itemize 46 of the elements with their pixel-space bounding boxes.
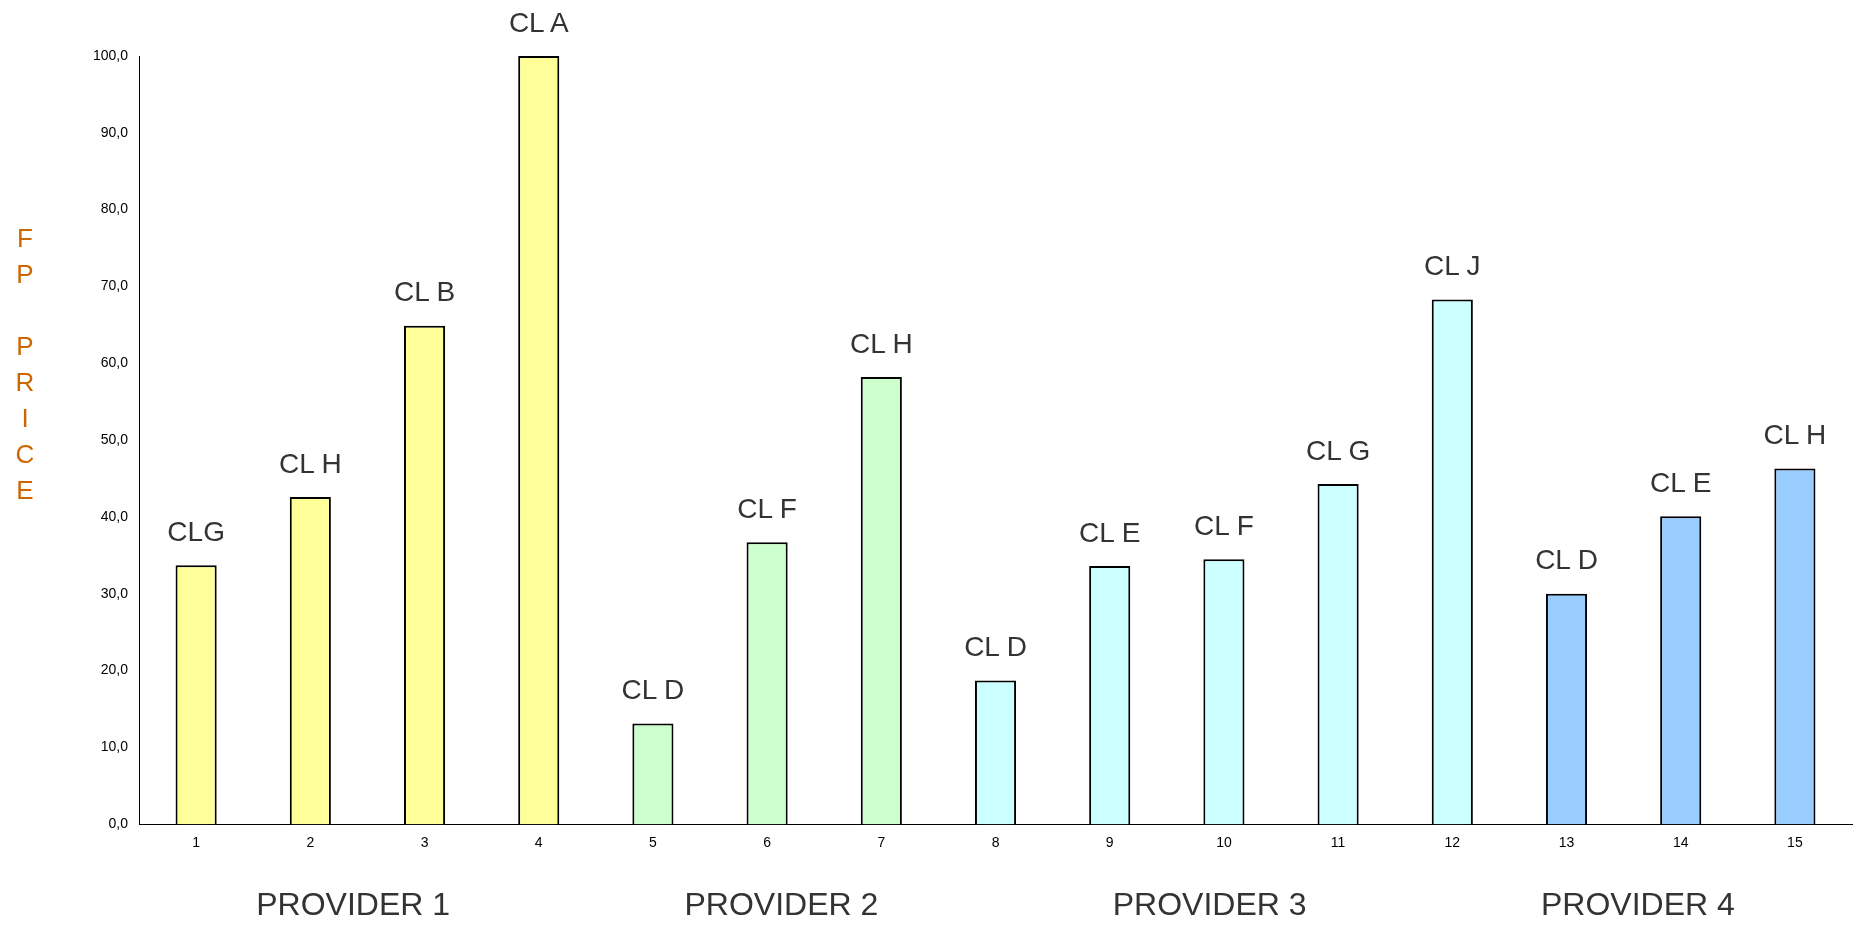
y-tick-label: 20,0 xyxy=(100,661,129,678)
text: PROVIDER 3 xyxy=(1112,885,1307,922)
x-tick-label: 10 xyxy=(1216,834,1232,851)
annotation: CL E xyxy=(1650,466,1712,498)
y-tick-label: 60,0 xyxy=(100,354,129,371)
x-tick-label: 3 xyxy=(420,834,429,851)
y-tick-label: 10,0 xyxy=(100,738,129,755)
x-tick-label: 13 xyxy=(1558,834,1575,851)
x-tick-label: 2 xyxy=(306,834,315,851)
text: PROVIDER 2 xyxy=(684,885,879,922)
annotation: CL B xyxy=(393,276,456,308)
y-tick-label: 0,0 xyxy=(108,815,129,832)
x-tick-label: 12 xyxy=(1444,834,1461,851)
y-tick-label: 40,0 xyxy=(100,507,129,524)
annotation: CL F xyxy=(737,492,797,524)
x-tick-label: 14 xyxy=(1672,834,1689,851)
annotation: CL D xyxy=(1535,544,1598,576)
annotation: CL H xyxy=(1763,419,1827,451)
x-tick-label: 4 xyxy=(534,834,543,851)
x-tick-label: 8 xyxy=(991,834,1000,851)
annotation: CL A xyxy=(508,6,569,38)
text: PROVIDER 1 xyxy=(256,885,451,922)
annotation: CL H xyxy=(278,447,342,479)
annotation: CLG xyxy=(167,516,225,548)
text: PROVIDER 4 xyxy=(1540,885,1735,922)
y-tick-label: 90,0 xyxy=(100,123,129,140)
annotation: CL J xyxy=(1424,250,1481,282)
annotation: CL H xyxy=(849,327,913,359)
x-tick-label: 1 xyxy=(192,834,201,851)
y-tick-label: 80,0 xyxy=(100,200,129,217)
x-tick-label: 15 xyxy=(1787,834,1803,851)
y-tick-label: 30,0 xyxy=(100,584,129,601)
y-tick-label: 70,0 xyxy=(100,277,129,294)
x-tick-label: 7 xyxy=(877,834,886,851)
annotation: CL D xyxy=(621,674,685,706)
annotation: CL E xyxy=(1079,516,1141,548)
x-tick-label: 9 xyxy=(1105,834,1114,851)
annotation: CL D xyxy=(964,631,1027,663)
text: FP PRICE xyxy=(15,223,35,505)
annotation: CL F xyxy=(1194,509,1254,541)
x-tick-label: 6 xyxy=(763,834,772,851)
x-tick-label: 11 xyxy=(1330,834,1346,851)
annotation: CL G xyxy=(1305,434,1371,466)
y-tick-label: 100,0 xyxy=(92,46,129,63)
x-tick-label: 5 xyxy=(649,834,658,851)
y-tick-label: 50,0 xyxy=(100,430,129,447)
